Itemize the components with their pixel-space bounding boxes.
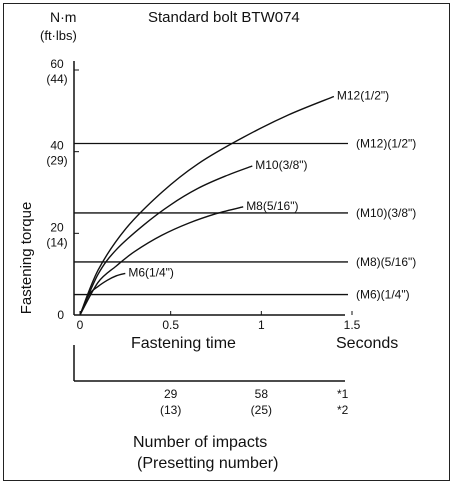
reference-line-label: (M10)(3/8"): [356, 206, 416, 220]
impacts-value: 58: [255, 387, 269, 401]
x-axis-unit: Seconds: [336, 335, 398, 352]
impacts-note: *1: [337, 387, 349, 401]
series-curve: [79, 165, 253, 316]
series-curve: [79, 206, 244, 316]
impacts-subtitle: (Presetting number): [137, 455, 278, 472]
y-tick-label: 20: [50, 220, 64, 234]
y-tick-alt-label: (44): [46, 72, 67, 86]
reference-line-label: (M6)(1/4"): [356, 288, 410, 302]
x-tick-label: 1: [258, 318, 265, 332]
impacts-title: Number of impacts: [133, 434, 267, 451]
series-label: M10(3/8"): [255, 158, 307, 172]
impacts-value: 29: [164, 387, 178, 401]
reference-line-label: (M8)(5/16"): [356, 255, 416, 269]
x-axis-label: Fastening time: [131, 335, 236, 352]
impacts-note: *2: [337, 403, 349, 417]
x-tick-label: 0: [77, 318, 84, 332]
y-tick-label: 40: [50, 139, 64, 153]
impacts-value-alt: (25): [251, 403, 272, 417]
y-axis-label: Fastening torque: [18, 202, 35, 315]
y-unit: N·m: [50, 9, 76, 25]
y-unit-alt: (ft·lbs): [40, 28, 77, 43]
series-label: M8(5/16"): [246, 199, 298, 213]
series-curve: [79, 95, 335, 316]
series-label: M12(1/2"): [337, 89, 389, 103]
y-tick-alt-label: (29): [46, 154, 67, 168]
chart-title: Standard bolt BTW074: [148, 9, 300, 26]
x-tick-label: 0.5: [162, 318, 179, 332]
y-tick-label: 0: [57, 308, 64, 322]
chart-frame: [3, 3, 450, 481]
y-tick-alt-label: (14): [46, 235, 67, 249]
reference-line-label: (M12)(1/2"): [356, 137, 416, 151]
series-label: M6(1/4"): [128, 265, 174, 279]
x-tick-label: 1.5: [344, 318, 361, 332]
impacts-value-alt: (13): [160, 403, 181, 417]
y-tick-label: 60: [50, 57, 64, 71]
